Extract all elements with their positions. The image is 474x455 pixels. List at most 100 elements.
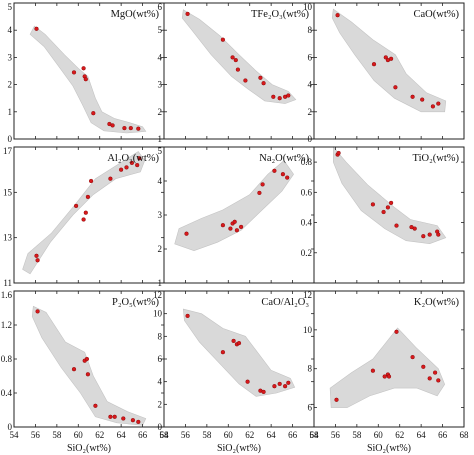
panel-title: MgO(wt%) <box>111 9 160 20</box>
panel-title: CaO/Al₂O₃ <box>261 297 309 308</box>
panel-title: K₂O(wt%) <box>414 297 460 308</box>
chart-panel-6: 0.2 0.4 0.6 0.8 TiO₂(wt%) <box>301 146 465 284</box>
data-point <box>112 414 117 419</box>
x-axis-title: SiO₂(wt%) <box>217 443 261 454</box>
y-tick-label: 0.2 <box>301 248 312 258</box>
panel-title: Na₂O(wt%) <box>259 153 309 164</box>
y-tick-label: 4 <box>308 80 313 90</box>
data-point <box>283 384 288 389</box>
y-tick-label: 6 <box>308 52 313 62</box>
y-tick-label: 0.4 <box>301 218 313 228</box>
y-tick-label: 6 <box>158 2 163 12</box>
data-point <box>389 56 394 61</box>
data-point <box>410 94 415 99</box>
x-tick-label: 64 <box>117 430 127 440</box>
x-tick-label: 62 <box>395 430 404 440</box>
data-point <box>285 175 290 180</box>
data-point <box>277 381 282 386</box>
data-point <box>436 378 441 383</box>
data-point <box>370 202 375 207</box>
x-tick-label: 56 <box>331 430 341 440</box>
y-tick-label: 0 <box>158 422 163 432</box>
data-point <box>371 62 377 67</box>
data-point <box>85 194 90 199</box>
data-point <box>137 156 142 161</box>
x-tick-label: 60 <box>74 430 84 440</box>
data-point <box>230 55 235 60</box>
data-point <box>277 96 282 101</box>
data-point <box>389 200 394 205</box>
y-tick-label: 2 <box>308 107 313 117</box>
x-tick-label: 56 <box>181 430 191 440</box>
data-point <box>385 205 390 210</box>
data-point <box>129 160 134 165</box>
chart-panel-1: 0 1 2 3 4 5 MgO(wt%) <box>8 2 165 144</box>
data-point <box>184 231 189 236</box>
data-point <box>271 94 276 99</box>
x-tick-label: 64 <box>267 430 277 440</box>
data-point <box>81 66 86 71</box>
data-point <box>185 11 190 16</box>
data-point <box>88 178 94 184</box>
data-point <box>220 37 225 42</box>
plot-frame <box>313 2 465 140</box>
data-point <box>231 338 236 343</box>
y-tick-label: 6 <box>308 403 313 413</box>
x-tick-label: 64 <box>417 430 427 440</box>
data-point <box>108 414 113 419</box>
data-point <box>261 389 266 394</box>
y-tick-label: 1 <box>158 278 163 288</box>
x-axis-title: SiO₂(wt%) <box>67 443 111 454</box>
y-tick-label: 12 <box>303 290 312 300</box>
data-point <box>436 101 441 106</box>
y-tick-label: 10 <box>303 2 313 12</box>
chart-panel-3: 0 2 4 6 8 10 CaO(wt%) <box>303 2 465 144</box>
data-point <box>394 329 399 334</box>
data-point <box>136 126 141 131</box>
data-point <box>35 309 40 314</box>
data-point <box>381 209 386 215</box>
y-tick-label: 3 <box>158 210 163 220</box>
y-tick-label: 0.4 <box>1 388 13 398</box>
data-point <box>71 367 77 372</box>
data-envelope <box>31 305 147 426</box>
y-tick-label: 2 <box>8 80 13 90</box>
data-point <box>393 85 398 90</box>
data-point <box>386 374 392 379</box>
data-point <box>239 224 244 229</box>
data-point <box>261 81 266 86</box>
data-point <box>257 190 262 195</box>
y-tick-label: 0.8 <box>301 157 313 167</box>
data-point <box>258 75 263 80</box>
data-point <box>433 370 438 375</box>
x-tick-label: 66 <box>288 430 298 440</box>
data-point <box>73 203 79 208</box>
x-tick-label: 68 <box>160 430 170 440</box>
x-tick-label: 58 <box>352 430 362 440</box>
data-point <box>286 380 291 385</box>
y-tick-label: 4 <box>158 377 163 387</box>
data-point <box>334 397 339 402</box>
data-point <box>85 372 90 377</box>
x-tick-label: 62 <box>95 430 104 440</box>
y-tick-label: 5 <box>8 2 13 12</box>
x-tick-label: 58 <box>202 430 212 440</box>
data-point <box>370 368 375 373</box>
x-axis-title: SiO₂(wt%) <box>367 443 411 454</box>
x-tick-label: 56 <box>31 430 41 440</box>
chart-panel-5: 1 2 3 4 5 Na₂O(wt%) <box>158 146 315 288</box>
y-tick-label: 0 <box>8 134 13 144</box>
y-tick-label: 4 <box>8 25 13 35</box>
data-point <box>232 219 237 224</box>
data-point <box>260 182 265 187</box>
data-point <box>233 57 238 63</box>
data-point <box>130 418 135 423</box>
y-tick-label: 15 <box>3 187 13 197</box>
data-point <box>34 26 39 31</box>
y-tick-label: 13 <box>3 233 13 243</box>
data-point <box>286 93 291 98</box>
panel-title: CaO(wt%) <box>414 9 460 20</box>
y-tick-label: 1.2 <box>1 320 12 330</box>
data-envelope <box>29 25 147 134</box>
